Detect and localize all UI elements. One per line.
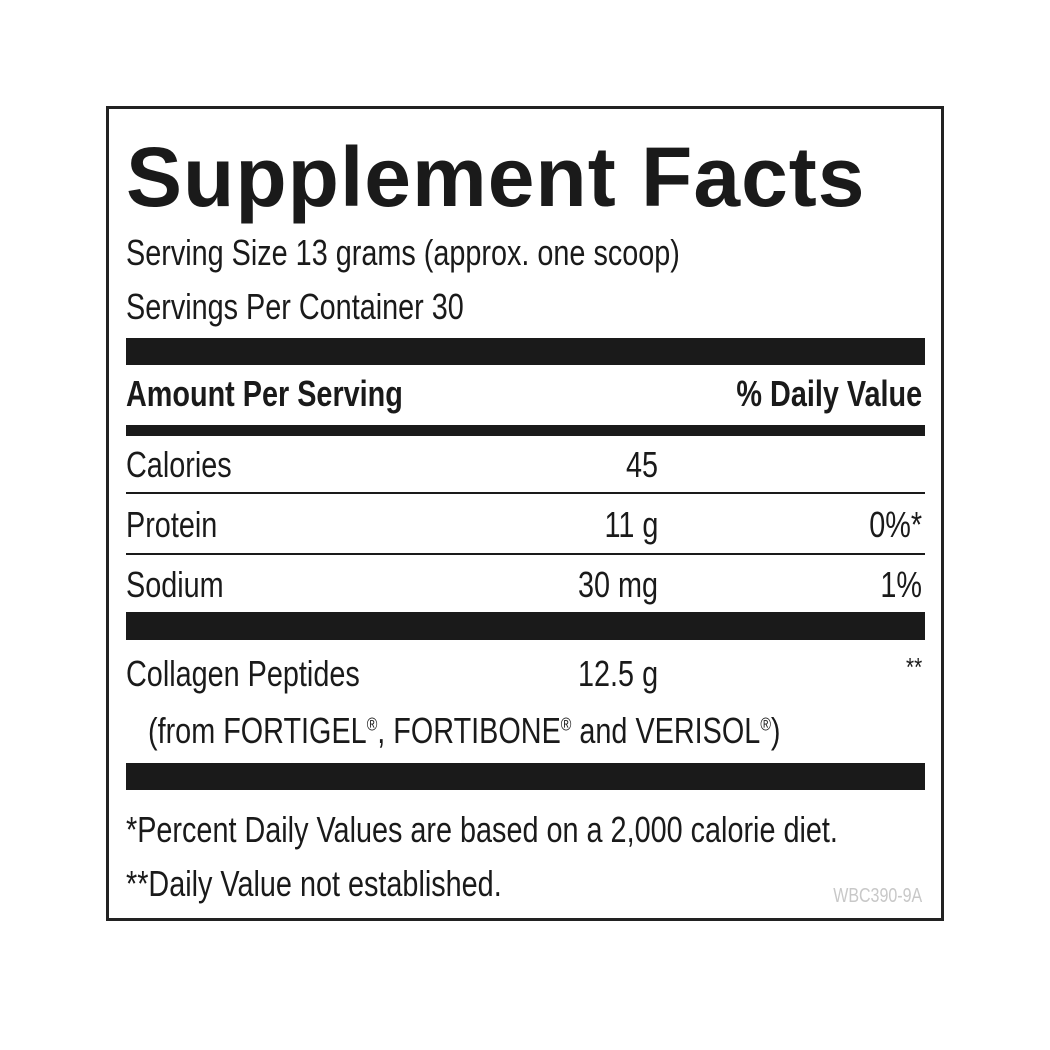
collagen-source: (from FORTIGEL®, FORTIBONE® and VERISOL®… <box>148 710 781 751</box>
row-name-collagen: Collagen Peptides <box>126 653 360 694</box>
serving-size: Serving Size 13 grams (approx. one scoop… <box>126 232 680 273</box>
supplement-facts-panel: Supplement Facts Serving Size 13 grams (… <box>106 106 944 921</box>
servings-per-container: Servings Per Container 30 <box>126 286 464 327</box>
label-code: WBC390-9A <box>833 885 922 907</box>
row-name-protein: Protein <box>126 504 218 545</box>
amount-per-serving-header: Amount Per Serving <box>126 373 403 414</box>
row-dv-sodium: 1% <box>880 564 922 605</box>
row-name-calories: Calories <box>126 444 232 485</box>
thick-divider <box>126 338 925 365</box>
row-dv-collagen: ** <box>905 652 922 682</box>
panel-title: Supplement Facts <box>126 130 866 224</box>
row-dv-protein: 0%* <box>869 504 922 545</box>
medium-divider <box>126 425 925 436</box>
row-name-sodium: Sodium <box>126 564 224 605</box>
footnote-not-established: **Daily Value not established. <box>126 863 502 904</box>
thick-divider <box>126 612 925 640</box>
thick-divider <box>126 763 925 790</box>
row-amount-sodium: 30 mg <box>577 564 658 605</box>
row-divider <box>126 492 925 494</box>
footnote-percent-daily: *Percent Daily Values are based on a 2,0… <box>126 809 838 850</box>
row-divider <box>126 553 925 555</box>
row-amount-calories: 45 <box>625 444 658 485</box>
row-amount-collagen: 12.5 g <box>577 653 658 694</box>
daily-value-header: % Daily Value <box>736 373 922 414</box>
row-amount-protein: 11 g <box>604 504 658 545</box>
